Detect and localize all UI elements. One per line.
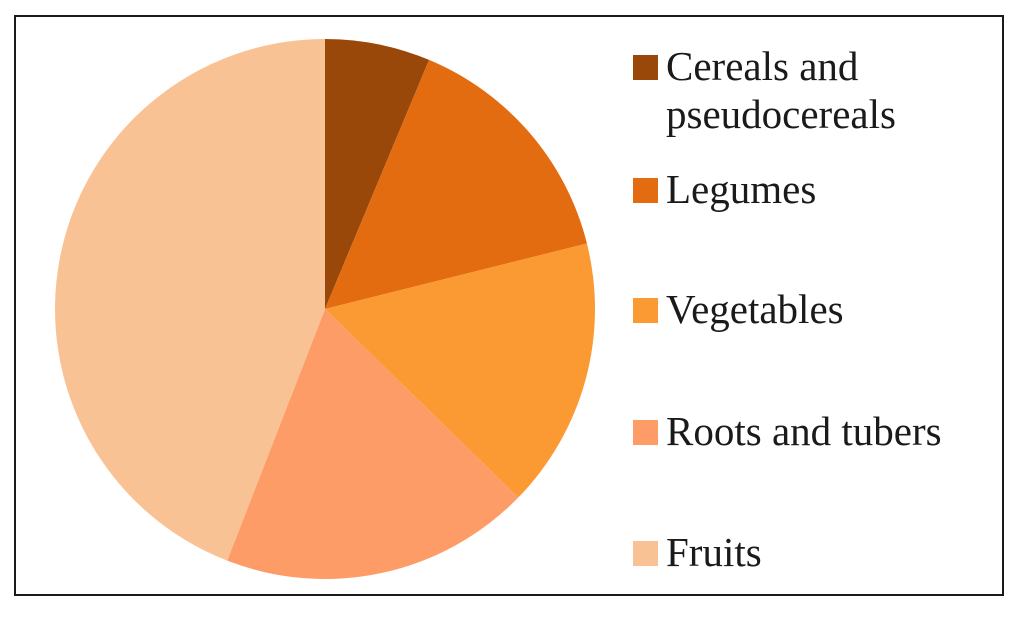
pie-slice-fruits [55, 39, 326, 561]
legend-swatch-roots [633, 420, 658, 445]
pie-chart [55, 39, 595, 579]
legend-item-roots: Roots and tubers [633, 407, 942, 455]
legend-item-vegetables: Vegetables [633, 285, 844, 333]
legend-label-roots: Roots and tubers [666, 408, 942, 454]
legend-item-fruits: Fruits [633, 528, 762, 576]
pie-slices [55, 39, 595, 579]
legend-item-legumes: Legumes [633, 165, 816, 213]
legend-item-cereals: Cereals and pseudocereals [633, 42, 896, 138]
legend-label-cereals: Cereals and pseudocereals [666, 43, 896, 137]
pie-slice-legumes [325, 59, 587, 309]
legend-swatch-vegetables [633, 298, 658, 323]
legend-swatch-fruits [633, 541, 658, 566]
legend-label-legumes: Legumes [666, 166, 817, 212]
legend-swatch-legumes [633, 178, 658, 203]
pie-slice-cereals-and-pseudocereals [325, 39, 430, 309]
legend-label-vegetables: Vegetables [666, 286, 844, 332]
legend: Cereals and pseudocereals Legumes Vegeta… [633, 17, 1003, 594]
pie-slice-roots-and-tubers [227, 309, 519, 579]
chart-frame: Cereals and pseudocereals Legumes Vegeta… [14, 15, 1004, 596]
legend-swatch-cereals [633, 55, 658, 80]
legend-label-fruits: Fruits [666, 529, 762, 575]
pie-slice-vegetables [325, 243, 595, 498]
